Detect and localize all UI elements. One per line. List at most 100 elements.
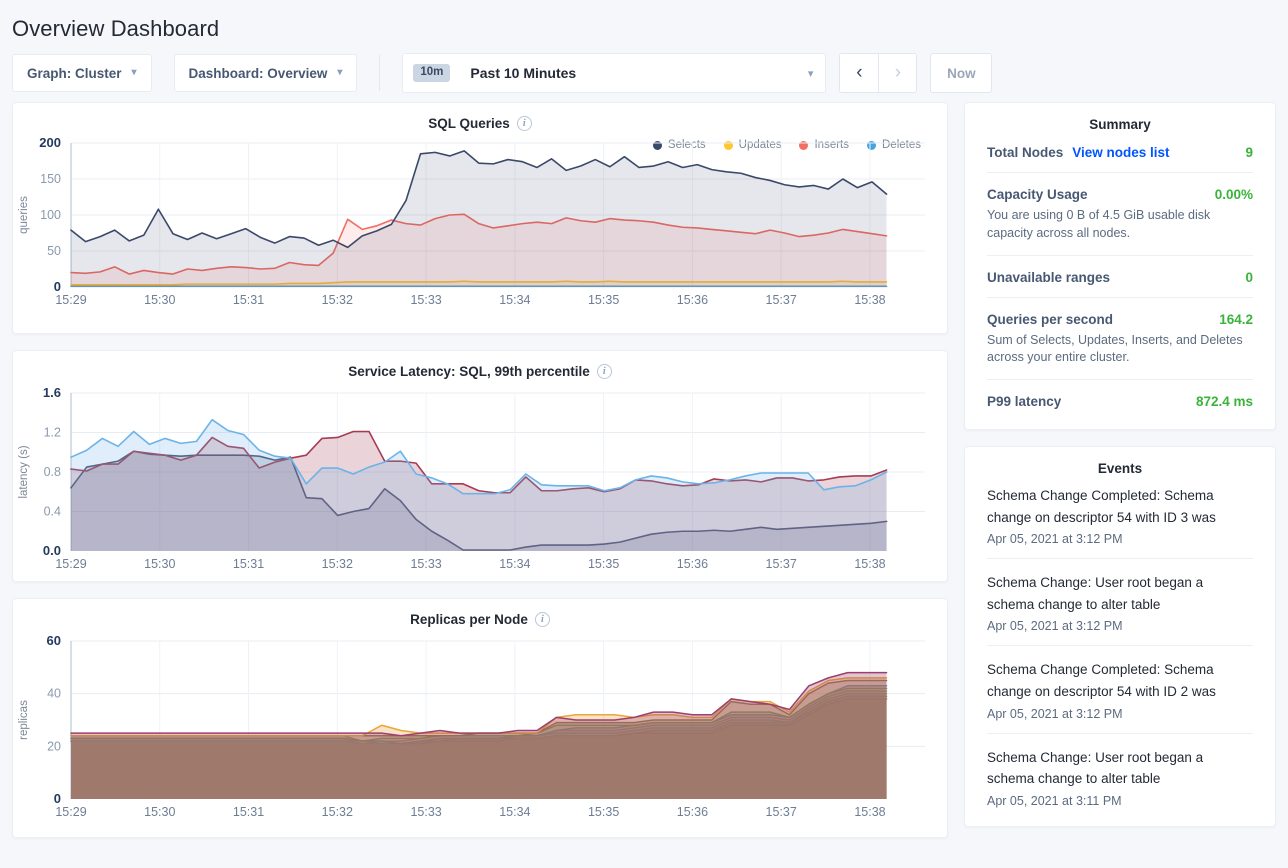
- replicas-svg[interactable]: 0 20 40 60 15:29 15:30 15:31 15:32 15:33 15:34 15:…: [13, 627, 947, 827]
- event-item[interactable]: Schema Change Completed: Schema change o…: [987, 645, 1253, 732]
- x-axis-tick: 15:36: [677, 805, 708, 819]
- series-area-node-dark: [71, 451, 887, 551]
- x-axis-tick: 15:29: [55, 293, 86, 307]
- y-axis-tick: 50: [47, 244, 61, 258]
- summary-label: P99 latency: [987, 394, 1062, 409]
- summary-label: Capacity Usage: [987, 187, 1088, 202]
- series-line-n5: [70, 685, 888, 745]
- summary-row-left: Total Nodes View nodes list: [987, 145, 1170, 160]
- summary-rows: Total Nodes View nodes list 9 Capacity U…: [965, 136, 1275, 429]
- info-icon[interactable]: i: [516, 116, 532, 131]
- x-axis-tick: 15:38: [854, 557, 885, 571]
- series-area-n2: [71, 677, 887, 799]
- series-line-Selects: [70, 150, 888, 249]
- service-latency-plot[interactable]: 0.0 0.4 0.8 1.2 1.6 15:29 15:30 15:31 15:32 15:33…: [13, 379, 947, 579]
- x-axis-tick: 15:36: [677, 293, 708, 307]
- legend-item-selects[interactable]: Selects: [652, 139, 706, 151]
- y-axis-tick: 40: [47, 687, 61, 701]
- info-icon[interactable]: i: [534, 612, 550, 627]
- legend-label-updates: Updates: [738, 139, 782, 151]
- summary-row-p99-latency: P99 latency 872.4 ms: [987, 379, 1253, 421]
- series-area-n5: [71, 685, 887, 799]
- legend-dot-updates: [723, 140, 733, 150]
- graph-selector-label: Graph: Cluster: [27, 65, 122, 81]
- event-text: Schema Change Completed: Schema change o…: [987, 488, 1216, 525]
- graph-selector-dropdown[interactable]: Graph: Cluster ▾: [12, 54, 152, 92]
- series-area-n3: [71, 680, 887, 799]
- chart-title-text: SQL Queries: [428, 116, 510, 131]
- legend-item-inserts[interactable]: Inserts: [799, 139, 849, 151]
- summary-row-head: Unavailable ranges 0: [987, 270, 1253, 285]
- y-axis-label: replicas: [18, 700, 30, 740]
- summary-row-head: Capacity Usage 0.00%: [987, 187, 1253, 202]
- x-axis-tick: 15:32: [322, 557, 353, 571]
- event-item[interactable]: Schema Change: User root began a schema …: [987, 732, 1253, 820]
- legend-item-updates[interactable]: Updates: [723, 139, 782, 151]
- series-line-n1: [70, 671, 888, 737]
- sql-queries-title-row: SQL Queries i: [13, 103, 947, 131]
- charts-column: SQL Queries i Selects Updates Inserts: [12, 102, 948, 854]
- sql-queries-svg[interactable]: 0 50 100 150 200 15:29 15:30 15:31 15:32 15:33 15:…: [13, 131, 947, 313]
- series-area-n6: [71, 691, 887, 799]
- x-axis-tick: 15:37: [766, 557, 797, 571]
- legend-label-inserts: Inserts: [814, 139, 849, 151]
- legend-label-selects: Selects: [667, 139, 706, 151]
- event-text: Schema Change: User root began a schema …: [987, 749, 1204, 787]
- y-axis-tick: 100: [40, 208, 61, 222]
- toolbar-divider: [379, 55, 381, 91]
- y-axis-tick: 150: [40, 172, 61, 186]
- series-line-node-red: [70, 430, 888, 494]
- toolbar: Graph: Cluster ▾ Dashboard: Overview ▾ 1…: [0, 44, 1288, 102]
- replicas-plot[interactable]: 0 20 40 60 15:29 15:30 15:31 15:32 15:33 15:34 15:…: [13, 627, 947, 827]
- summary-description: Sum of Selects, Updates, Inserts, and De…: [987, 332, 1243, 365]
- x-axis-tick: 15:34: [499, 805, 530, 819]
- sql-queries-card: SQL Queries i Selects Updates Inserts: [12, 102, 948, 334]
- summary-title: Summary: [1089, 117, 1151, 132]
- sql-queries-plot[interactable]: 0 50 100 150 200 15:29 15:30 15:31 15:32 15:33 15:…: [13, 131, 947, 313]
- view-nodes-list-link[interactable]: View nodes list: [1072, 145, 1170, 160]
- summary-value: 9: [1245, 145, 1253, 160]
- legend-dot-deletes: [867, 140, 876, 150]
- x-axis-tick: 15:36: [677, 557, 708, 571]
- event-item[interactable]: Schema Change Completed: Schema change o…: [987, 480, 1253, 558]
- summary-description: You are using 0 B of 4.5 GiB usable disk…: [987, 208, 1211, 240]
- y-axis-tick: 60: [47, 633, 61, 648]
- service-latency-svg[interactable]: 0.0 0.4 0.8 1.2 1.6 15:29 15:30 15:31 15:32 15:33…: [13, 379, 947, 579]
- dashboard-selector-dropdown[interactable]: Dashboard: Overview ▾: [173, 54, 358, 92]
- series-area-n1: [71, 672, 887, 799]
- event-timestamp: Apr 05, 2021 at 3:11 PM: [987, 793, 1122, 808]
- x-axis-tick: 15:34: [499, 293, 530, 307]
- x-axis-tick: 15:38: [854, 805, 885, 819]
- summary-row-unavailable-ranges: Unavailable ranges 0: [987, 254, 1253, 297]
- time-prev-button[interactable]: ‹: [840, 54, 879, 92]
- x-axis-tick: 15:32: [322, 805, 353, 819]
- y-axis-label: queries: [18, 196, 30, 234]
- legend-dot-selects: [652, 140, 662, 150]
- summary-row-head: Total Nodes View nodes list 9: [987, 145, 1253, 160]
- now-button[interactable]: Now: [930, 53, 993, 93]
- time-range-picker[interactable]: 10m Past 10 Minutes ▾: [402, 53, 827, 93]
- events-title: Events: [1097, 461, 1143, 476]
- event-item[interactable]: Schema Change: User root began a schema …: [987, 558, 1253, 645]
- x-axis-tick: 15:37: [766, 293, 797, 307]
- x-axis-tick: 15:38: [854, 293, 885, 307]
- chevron-down-icon: ▾: [807, 67, 814, 80]
- legend-item-deletes[interactable]: Deletes: [867, 139, 921, 151]
- event-timestamp: Apr 05, 2021 at 3:12 PM: [987, 619, 1123, 634]
- series-area-n8: [71, 696, 887, 799]
- info-icon[interactable]: i: [596, 364, 612, 379]
- summary-value: 0.00%: [1214, 187, 1253, 202]
- summary-value: 0: [1245, 269, 1253, 285]
- replicas-title-row: Replicas per Node i: [13, 599, 947, 627]
- y-axis-tick: 200: [39, 135, 61, 150]
- legend-label-deletes: Deletes: [882, 139, 921, 151]
- summary-panel: Summary Total Nodes View nodes list 9: [964, 102, 1276, 430]
- y-axis-tick: 20: [47, 739, 61, 753]
- summary-label: Total Nodes: [987, 145, 1064, 160]
- y-axis-tick: 1.2: [44, 426, 61, 440]
- x-axis-tick: 15:31: [233, 557, 264, 571]
- time-nav-group: ‹ ›: [839, 53, 918, 93]
- x-axis-tick: 15:31: [233, 805, 264, 819]
- time-next-button[interactable]: ›: [878, 54, 917, 92]
- summary-value: 872.4 ms: [1195, 394, 1253, 409]
